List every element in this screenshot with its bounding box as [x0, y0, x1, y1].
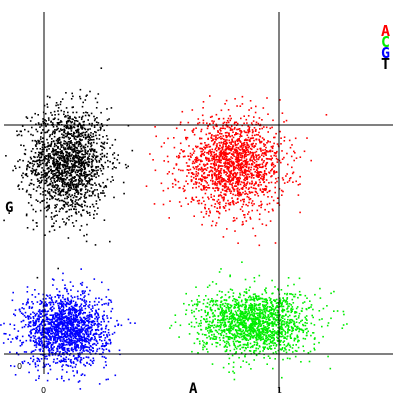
cluster-center-g	[64, 328, 66, 330]
cluster-a	[146, 95, 328, 246]
x-tick-end: 1	[277, 386, 282, 395]
scatter-points	[0, 67, 348, 389]
x-axis-label: A	[189, 381, 197, 397]
legend-entry-t: T	[381, 59, 393, 70]
cluster-t	[3, 67, 133, 278]
cluster-center-c	[252, 321, 254, 323]
x-tick-start: 0	[41, 386, 46, 395]
cluster-g	[0, 268, 136, 389]
cluster-center-a	[231, 163, 233, 165]
cluster-center-t	[67, 161, 69, 163]
legend: A C G T	[381, 26, 393, 70]
cluster-c	[169, 261, 348, 380]
y-axis-label: G	[5, 200, 13, 216]
y-tick-origin: 0	[17, 362, 22, 371]
